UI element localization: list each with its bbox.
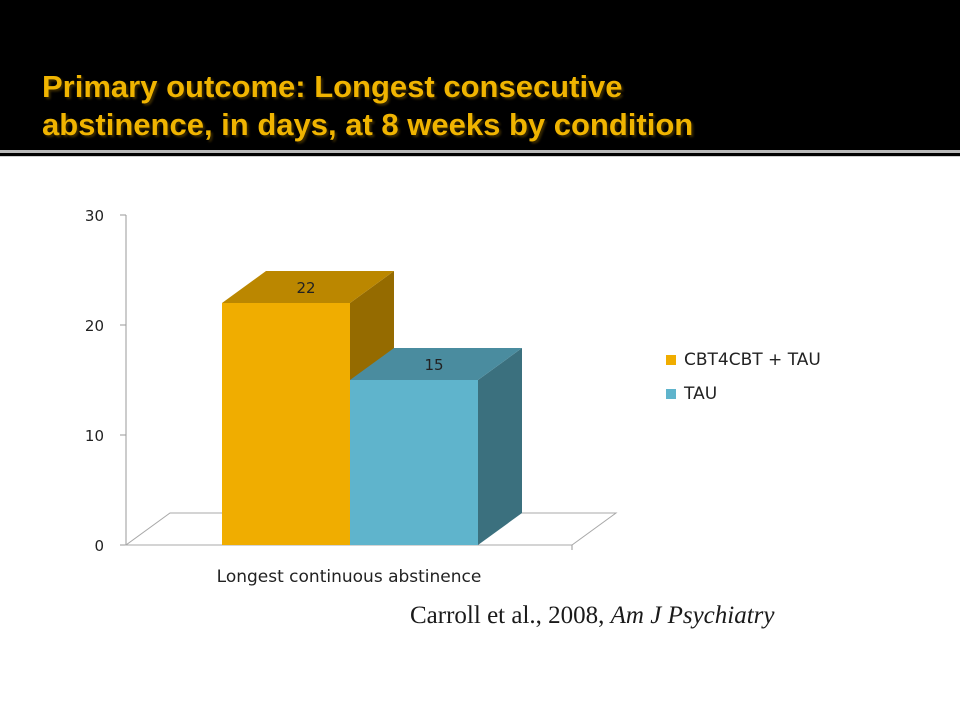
y-tick-label: 30 [85, 207, 104, 225]
title-bar: Primary outcome: Longest consecutive abs… [0, 0, 960, 150]
legend-label: CBT4CBT + TAU [684, 350, 821, 370]
legend-label: TAU [683, 384, 717, 404]
citation-journal: Am J Psychiatry [610, 602, 775, 629]
x-category-label: Longest continuous abstinence [217, 567, 482, 587]
legend-swatch [666, 355, 676, 365]
slide-title-line-2: abstinence, in days, at 8 weeks by condi… [42, 107, 694, 142]
title-divider [0, 150, 960, 153]
title-divider-thin [0, 156, 960, 157]
citation-authors: Carroll et al., 2008, [410, 602, 611, 629]
y-tick-label: 10 [85, 427, 104, 445]
legend-swatch [666, 389, 676, 399]
data-label: 22 [296, 279, 315, 297]
y-tick-label: 0 [94, 537, 104, 555]
citation: Carroll et al., 2008, Am J Psychiatry [410, 602, 775, 630]
slide-title: Primary outcome: Longest consecutive abs… [42, 68, 942, 144]
bar-top [350, 348, 522, 380]
bar-side [478, 348, 522, 545]
bar [222, 303, 350, 545]
slide-title-line-1: Primary outcome: Longest consecutive [42, 69, 623, 104]
bar-top [222, 271, 394, 303]
bar [350, 380, 478, 545]
data-label: 15 [424, 356, 443, 374]
y-tick-label: 20 [85, 317, 104, 335]
